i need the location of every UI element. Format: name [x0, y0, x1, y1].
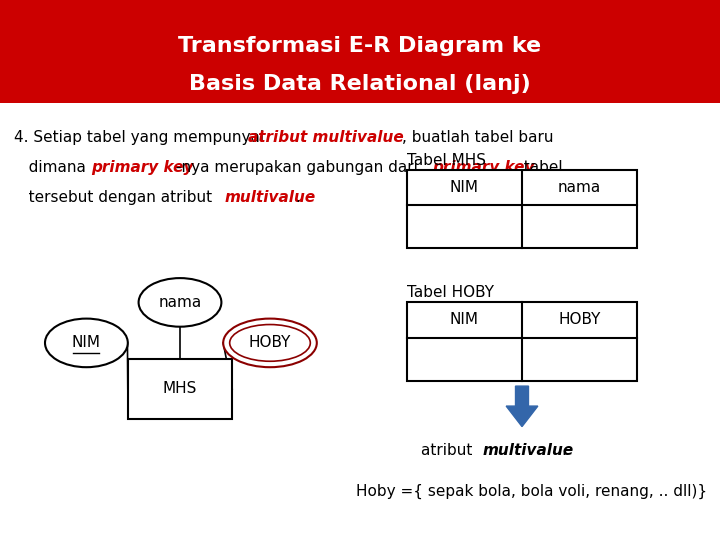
Text: MHS: MHS [163, 381, 197, 396]
Text: .: . [295, 190, 300, 205]
Text: Transformasi E-R Diagram ke: Transformasi E-R Diagram ke [179, 36, 541, 56]
Text: Tabel HOBY: Tabel HOBY [407, 285, 494, 300]
Text: NIM: NIM [72, 335, 101, 350]
Text: tersebut dengan atribut: tersebut dengan atribut [14, 190, 217, 205]
Text: HOBY: HOBY [249, 335, 291, 350]
Text: Tabel MHS: Tabel MHS [407, 153, 486, 168]
Ellipse shape [45, 319, 128, 367]
Text: dimana: dimana [14, 160, 91, 175]
Polygon shape [506, 386, 538, 427]
Text: atribut: atribut [421, 443, 477, 458]
Ellipse shape [138, 278, 222, 327]
FancyBboxPatch shape [407, 302, 637, 381]
Text: multivalue: multivalue [225, 190, 316, 205]
Text: -nya merupakan gabungan dari: -nya merupakan gabungan dari [176, 160, 423, 175]
Text: HOBY: HOBY [559, 312, 600, 327]
Text: primary key: primary key [91, 160, 194, 175]
Ellipse shape [223, 319, 317, 367]
Text: primary key: primary key [432, 160, 534, 175]
Text: Hoby ={ sepak bola, bola voli, renang, .. dll)}: Hoby ={ sepak bola, bola voli, renang, .… [356, 484, 708, 499]
FancyBboxPatch shape [0, 0, 720, 103]
Text: NIM: NIM [450, 180, 479, 195]
FancyBboxPatch shape [407, 170, 637, 248]
FancyBboxPatch shape [128, 359, 232, 418]
Text: atribut multivalue: atribut multivalue [248, 130, 404, 145]
Text: multivalue: multivalue [482, 443, 574, 458]
Text: 4. Setiap tabel yang mempunyai: 4. Setiap tabel yang mempunyai [14, 130, 269, 145]
Text: Basis Data Relational (lanj): Basis Data Relational (lanj) [189, 73, 531, 94]
Text: tabel: tabel [514, 160, 563, 175]
Text: NIM: NIM [450, 312, 479, 327]
Text: nama: nama [558, 180, 601, 195]
Text: , buatlah tabel baru: , buatlah tabel baru [402, 130, 553, 145]
Text: nama: nama [158, 295, 202, 310]
Text: .: . [562, 443, 567, 458]
Ellipse shape [230, 325, 310, 361]
